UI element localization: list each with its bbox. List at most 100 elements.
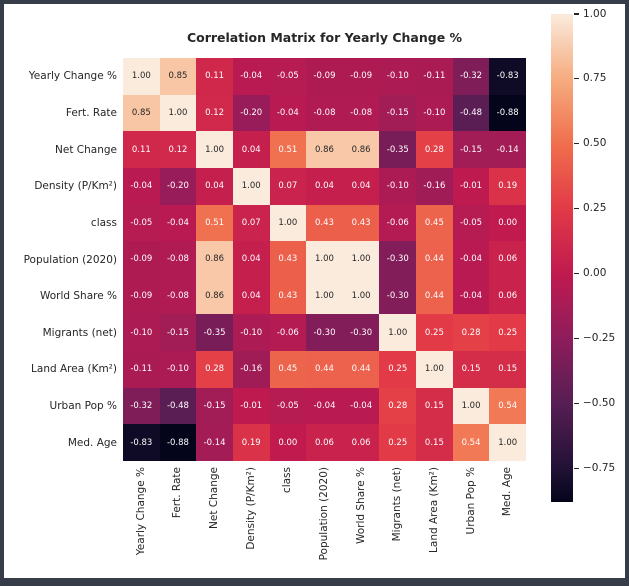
heatmap-cell: -0.14 — [196, 424, 233, 461]
heatmap-cell: 1.00 — [196, 131, 233, 168]
heatmap-cell: -0.32 — [123, 387, 160, 425]
heatmap-cell: 1.00 — [452, 387, 490, 425]
heatmap-cell: -0.04 — [159, 204, 197, 242]
y-axis-label: Land Area (Km²) — [31, 363, 117, 376]
heatmap-cell: 0.11 — [123, 131, 160, 168]
heatmap-cell: 0.15 — [452, 351, 490, 388]
heatmap-cell: 0.04 — [196, 167, 233, 205]
colorbar-tick-mark — [574, 402, 579, 404]
heatmap-cell: 0.86 — [306, 131, 343, 168]
x-axis-label: Net Change — [208, 467, 221, 529]
heatmap-cell: 0.43 — [306, 204, 343, 242]
heatmap-cell: 0.28 — [452, 314, 490, 352]
heatmap-cell: -0.83 — [489, 58, 526, 95]
x-axis-label: Med. Age — [501, 467, 514, 517]
heatmap-cell: 0.04 — [342, 167, 380, 205]
heatmap-cell: -0.15 — [379, 94, 417, 132]
heatmap-cell: 0.12 — [159, 131, 197, 168]
heatmap-cell: -0.88 — [159, 424, 197, 461]
heatmap-cell: 0.06 — [342, 424, 380, 461]
heatmap-cell: -0.04 — [232, 58, 270, 95]
colorbar-tick-mark — [574, 272, 579, 275]
colorbar-tick-mark — [574, 143, 579, 145]
heatmap-cell: 0.54 — [452, 424, 490, 461]
heatmap-cell: -0.30 — [379, 241, 417, 278]
heatmap-cell: 1.00 — [269, 204, 307, 242]
figure-canvas: Correlation Matrix for Yearly Change % 1… — [4, 4, 625, 578]
heatmap-cell: -0.14 — [489, 131, 526, 168]
heatmap-cell: -0.01 — [452, 167, 490, 205]
heatmap-cell: 0.51 — [196, 204, 233, 242]
heatmap-cell: 0.12 — [196, 94, 233, 132]
heatmap-cell: 1.00 — [342, 241, 380, 278]
heatmap-cell: 1.00 — [123, 58, 160, 95]
heatmap-cell: 0.28 — [379, 387, 417, 425]
colorbar-tick-label: −0.50 — [583, 396, 616, 409]
heatmap-cell: 0.19 — [232, 424, 270, 461]
heatmap-cell: 0.86 — [196, 277, 233, 315]
heatmap-cell: 0.85 — [159, 58, 197, 95]
heatmap-cell: -0.08 — [159, 241, 197, 278]
y-axis-label: Density (P/Km²) — [34, 180, 117, 193]
heatmap-cell: 1.00 — [379, 314, 417, 352]
heatmap-cell: 0.43 — [269, 241, 307, 278]
heatmap-cell: -0.09 — [123, 277, 160, 315]
x-axis-label: Population (2020) — [318, 467, 330, 561]
heatmap-cell: -0.16 — [416, 167, 453, 205]
heatmap-cell: 1.00 — [306, 277, 343, 315]
x-axis-label: Land Area (Km²) — [427, 467, 440, 553]
y-axis-label: Net Change — [55, 143, 117, 156]
heatmap-cell: 0.45 — [269, 351, 307, 388]
heatmap-cell: -0.05 — [452, 204, 490, 242]
y-axis-label: Migrants (net) — [42, 326, 117, 339]
heatmap-cell: -0.08 — [306, 94, 343, 132]
heatmap-cell: 0.44 — [416, 277, 453, 315]
colorbar-tick-mark — [574, 78, 579, 80]
heatmap-cell: 0.15 — [489, 351, 526, 388]
heatmap-cell: -0.09 — [306, 58, 343, 95]
colorbar-tick-mark — [574, 467, 579, 469]
colorbar-tick-label: 0.50 — [583, 137, 607, 150]
heatmap-cell: -0.83 — [123, 424, 160, 461]
heatmap-cell: -0.04 — [452, 277, 490, 315]
x-axis-label: World Share % — [354, 467, 367, 545]
heatmap-cell: -0.15 — [159, 314, 197, 352]
heatmap-cell: 0.25 — [379, 424, 417, 461]
heatmap-cell: 0.04 — [232, 131, 270, 168]
heatmap-cell: -0.20 — [159, 167, 197, 205]
heatmap-cell: -0.10 — [159, 351, 197, 388]
y-axis-label: class — [90, 216, 117, 229]
colorbar-gradient — [551, 14, 573, 502]
heatmap-cell: 1.00 — [416, 351, 453, 388]
x-axis-label: Fert. Rate — [171, 467, 184, 519]
heatmap-cell: 0.43 — [269, 277, 307, 315]
heatmap-cell: -0.06 — [379, 204, 417, 242]
heatmap-cell: -0.05 — [123, 204, 160, 242]
heatmap-cell: 0.86 — [342, 131, 380, 168]
heatmap-cell: -0.09 — [342, 58, 380, 95]
y-axis-label: Yearly Change % — [28, 70, 117, 83]
heatmap-cell: -0.88 — [489, 94, 526, 132]
heatmap-cell: -0.11 — [416, 58, 453, 95]
heatmap-cell: -0.04 — [342, 387, 380, 425]
heatmap-cell: 0.25 — [489, 314, 526, 352]
heatmap-cell: -0.35 — [196, 314, 233, 352]
x-axis-label: Density (P/Km²) — [244, 467, 257, 550]
heatmap-cell: -0.10 — [379, 58, 417, 95]
heatmap-cell: 0.86 — [196, 241, 233, 278]
colorbar-tick-label: 0.00 — [583, 267, 607, 280]
heatmap-cell: 0.04 — [232, 277, 270, 315]
colorbar-tick-label: 1.00 — [583, 7, 607, 20]
heatmap-cell: 0.06 — [489, 277, 526, 315]
heatmap-cell: 1.00 — [159, 94, 197, 132]
heatmap-cell: 0.06 — [306, 424, 343, 461]
heatmap-cell: 0.43 — [342, 204, 380, 242]
heatmap-cell: 0.11 — [196, 58, 233, 95]
heatmap-cell: 0.00 — [269, 424, 307, 461]
heatmap-cell: -0.05 — [269, 387, 307, 425]
y-axis-label: Med. Age — [67, 436, 117, 449]
heatmap-cell: 0.00 — [489, 204, 526, 242]
heatmap-cell: -0.08 — [342, 94, 380, 132]
heatmap-cell: -0.01 — [232, 387, 270, 425]
